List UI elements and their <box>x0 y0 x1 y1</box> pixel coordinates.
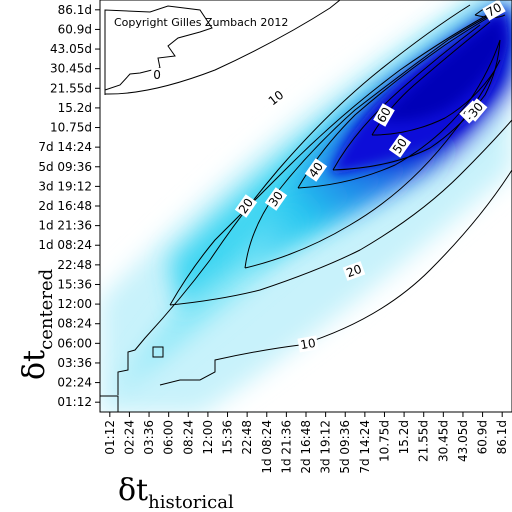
y-tick-label: 06:00 <box>57 336 92 350</box>
x-tick-label: 30.45d <box>436 420 450 462</box>
y-tick-label: 08:24 <box>57 317 92 331</box>
contour-label-bg <box>234 194 258 218</box>
x-tick-label: 3d 19:12 <box>319 420 333 474</box>
y-tick-label: 10.75d <box>50 121 92 135</box>
y-axis: 01:12 02:24 03:36 06:00 08:24 12:00 15:36 22:48… <box>38 3 100 409</box>
contour-label-bg <box>464 98 488 122</box>
x-tick-label: 86.1d <box>495 420 509 454</box>
x-axis: 01:12 02:24 03:36 06:00 08:24 12:00 15:36 22:48… <box>103 412 509 474</box>
x-tick-label: 1d 21:36 <box>279 420 293 474</box>
contour-line-50 <box>332 24 501 171</box>
x-tick-label: 15:36 <box>221 420 235 455</box>
contour-label-bg <box>342 261 366 281</box>
heatmap-field <box>100 0 512 412</box>
contour-label-70: 70 <box>482 0 506 21</box>
contour-lines <box>100 0 512 412</box>
y-tick-label: 15.2d <box>58 101 92 115</box>
x-tick-label: 03:36 <box>142 420 156 455</box>
copyright-text: Copyright Gilles Zumbach 2012 <box>114 16 288 29</box>
y-tick-label: 03:36 <box>57 356 92 370</box>
contour-label-bg <box>482 0 506 21</box>
contour-line-10-lower <box>117 4 471 395</box>
contour-label-bg <box>151 68 163 82</box>
x-tick-label: 02:24 <box>122 420 136 455</box>
y-axis-title-subscript: centered <box>36 269 57 350</box>
y-tick-label: 7d 14:24 <box>38 140 92 154</box>
contour-label-bg <box>297 335 319 353</box>
contour-label-10: 10 <box>297 335 319 353</box>
contour-line-0 <box>104 5 213 95</box>
contour-label-bg <box>264 86 288 110</box>
x-axis-title-subscript: historical <box>148 492 234 512</box>
contour-label-60: 60 <box>373 103 395 127</box>
x-tick-label: 1d 08:24 <box>260 420 274 474</box>
y-tick-label: 30.45d <box>50 62 92 76</box>
contour-label-0: 0 <box>151 68 163 82</box>
contour-label-text: 0 <box>153 68 161 82</box>
contour-label-bg <box>304 158 328 182</box>
x-tick-label: 12:00 <box>201 420 215 455</box>
y-tick-label: 60.9d <box>58 22 92 36</box>
y-axis-title: δtcentered <box>17 269 57 380</box>
contour-line-10-corner <box>100 395 119 412</box>
x-tick-label: 06:00 <box>162 420 176 455</box>
x-tick-label: 10.75d <box>377 420 391 462</box>
x-tick-label: 2d 16:48 <box>299 420 313 474</box>
contour-line-10-box <box>152 346 164 358</box>
y-tick-label: 5d 09:36 <box>38 160 92 174</box>
x-tick-label: 08:24 <box>181 420 195 455</box>
y-tick-label: 43.05d <box>50 42 92 56</box>
x-tick-label: 60.9d <box>476 420 490 454</box>
x-tick-label: 22:48 <box>240 420 254 455</box>
y-tick-label: 22:48 <box>57 258 92 272</box>
y-tick-label: 3d 19:12 <box>38 179 92 193</box>
contour-line-10-upper <box>104 0 341 95</box>
contour-label-bg <box>264 187 288 211</box>
contour-label-20: 20 <box>342 261 366 281</box>
contour-line-20-lower <box>169 119 512 306</box>
y-tick-label: 01:12 <box>57 395 92 409</box>
contour-label-bg <box>373 103 395 127</box>
x-tick-label: 43.05d <box>456 420 470 462</box>
y-tick-label: 86.1d <box>58 3 92 17</box>
x-tick-label: 01:12 <box>103 420 117 455</box>
contour-label-text: 10 <box>299 336 316 352</box>
contour-line-10-tail <box>159 169 512 386</box>
x-tick-label: 7d 14:24 <box>358 420 372 474</box>
x-tick-label: 21.55d <box>417 420 431 462</box>
y-tick-label: 2d 16:48 <box>38 199 92 213</box>
contour-label-text: 20 <box>344 262 363 280</box>
contour-label-text: 70 <box>484 0 504 20</box>
contour-line-20-upper <box>169 7 501 306</box>
contour-label-bg <box>388 134 412 158</box>
contour-label-text: 60 <box>374 105 394 125</box>
x-tick-label: 5d 09:36 <box>338 420 352 474</box>
contour-line-40 <box>297 11 501 189</box>
y-tick-label: 1d 08:24 <box>38 238 92 252</box>
y-tick-label: 02:24 <box>57 376 92 390</box>
y-tick-label: 1d 21:36 <box>38 219 92 233</box>
y-tick-label: 12:00 <box>57 297 92 311</box>
y-tick-label: 21.55d <box>50 81 92 95</box>
x-axis-title-symbol: δt <box>118 473 148 508</box>
y-axis-title-symbol: δt <box>17 350 52 380</box>
x-axis-title: δthistorical <box>118 473 234 512</box>
x-tick-label: 15.2d <box>397 420 411 454</box>
y-tick-label: 15:36 <box>57 277 92 291</box>
